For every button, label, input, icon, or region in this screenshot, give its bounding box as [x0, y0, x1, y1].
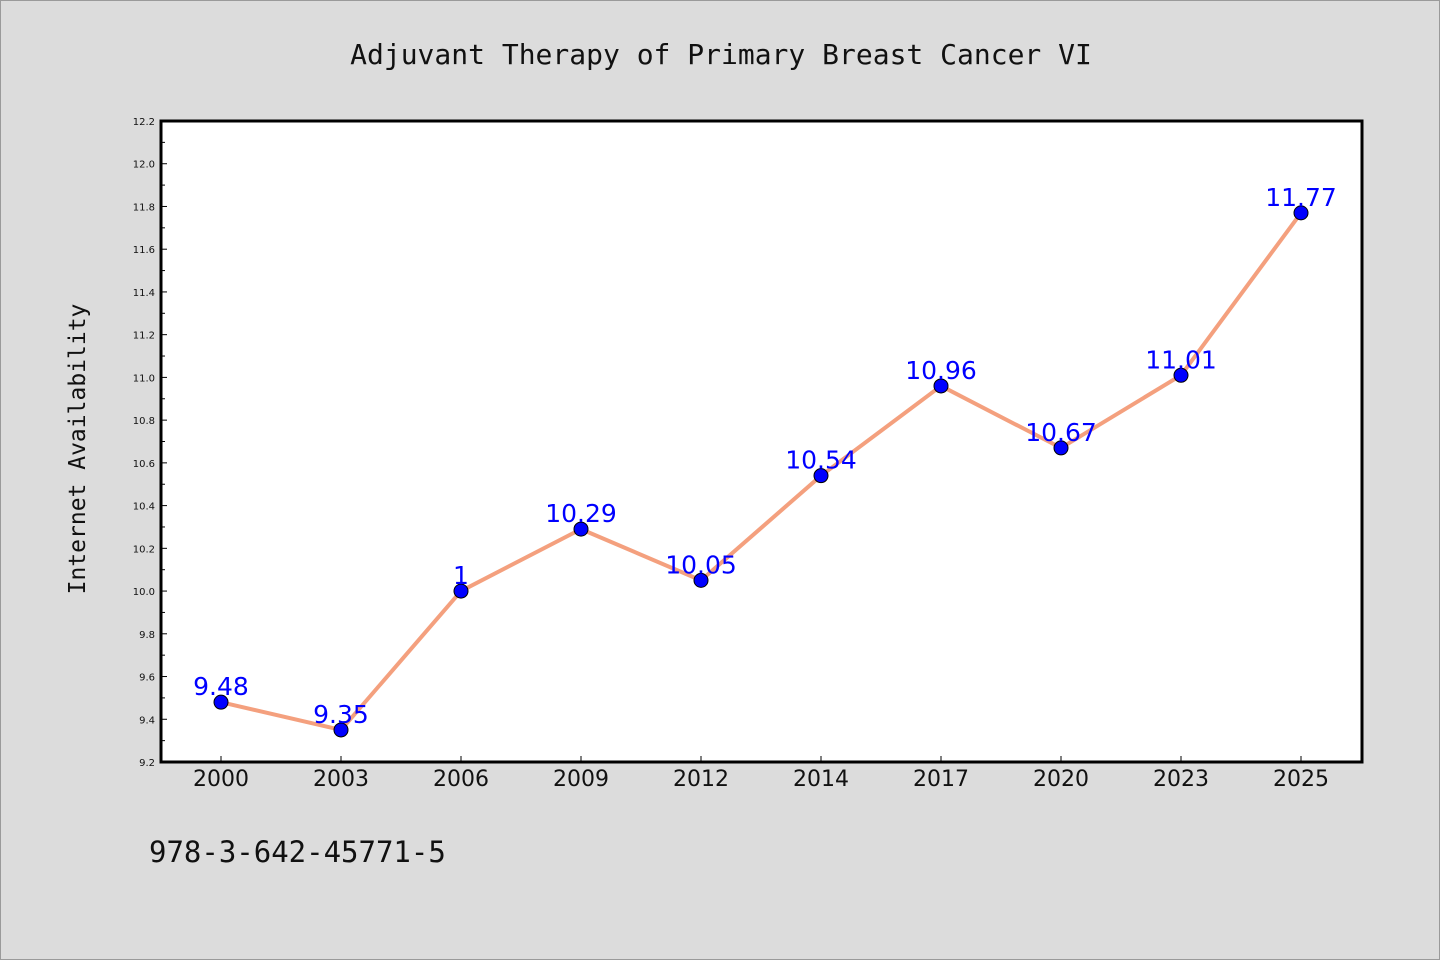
y-tick-label: 11.2 [133, 331, 155, 342]
x-tick-label: 2006 [433, 767, 489, 792]
data-label: 10.54 [785, 446, 857, 475]
y-axis: 9.2 9.4 9.6 9.8 10.0 10.2 10.4 10.6 10.8 11.0 11.2… [133, 117, 167, 769]
y-tick-label: 12.0 [133, 160, 155, 171]
data-point [1173, 367, 1189, 383]
x-tick-label: 2012 [673, 767, 729, 792]
y-tick-label: 10.0 [133, 587, 155, 598]
data-point [933, 378, 949, 394]
data-point [453, 583, 469, 599]
x-tick-label: 2017 [913, 767, 969, 792]
data-label: 10.29 [545, 499, 617, 528]
x-tick-label: 2023 [1153, 767, 1209, 792]
y-tick-label: 10.8 [133, 416, 155, 427]
y-tick-label: 11.8 [133, 202, 155, 213]
x-tick-label: 2009 [553, 767, 609, 792]
series-line [219, 210, 1303, 732]
y-tick-label: 12.2 [133, 117, 155, 128]
y-tick-label: 11.4 [133, 288, 155, 299]
y-tick-label: 11.0 [133, 373, 155, 384]
data-point [1293, 205, 1309, 221]
y-tick-label: 9.2 [139, 758, 155, 769]
data-point [573, 521, 589, 537]
plot-area [159, 119, 1364, 764]
y-tick-label: 11.6 [133, 245, 155, 256]
data-label: 11.01 [1145, 345, 1217, 374]
y-axis-label: Internet Availability [65, 304, 91, 595]
x-tick-label: 2020 [1033, 767, 1089, 792]
data-label: 9.35 [313, 700, 369, 729]
y-tick-label: 10.6 [133, 459, 155, 470]
data-label: 11.77 [1265, 183, 1337, 212]
x-tick-label: 2014 [793, 767, 849, 792]
x-tick-label: 2025 [1273, 767, 1329, 792]
x-tick-label: 2000 [193, 767, 249, 792]
data-point [333, 722, 349, 738]
x-tick-label: 2003 [313, 767, 369, 792]
y-tick-label: 9.6 [139, 673, 155, 684]
data-point [813, 468, 829, 484]
y-tick-label: 10.4 [133, 502, 155, 513]
x-axis: 2000 2003 2006 2009 2012 2014 2017 2020 2023 2025 [193, 756, 1329, 792]
data-label: 1 [453, 561, 469, 590]
data-series: 9.48 9.35 1 10.29 10.05 10.54 10.96 10.67 11.01 1… [193, 183, 1337, 738]
y-tick-label: 9.4 [139, 715, 155, 726]
data-point [693, 572, 709, 588]
data-point [1053, 440, 1069, 456]
isbn-footnote: 978-3-642-45771-5 [149, 835, 446, 869]
data-label: 10.96 [905, 356, 977, 385]
y-tick-label: 9.8 [139, 630, 155, 641]
data-label: 10.05 [665, 550, 737, 579]
data-label: 10.67 [1025, 418, 1097, 447]
y-tick-label: 10.2 [133, 544, 155, 555]
data-label: 9.48 [193, 672, 249, 701]
chart-title: Adjuvant Therapy of Primary Breast Cance… [350, 38, 1092, 71]
data-point [213, 694, 229, 710]
